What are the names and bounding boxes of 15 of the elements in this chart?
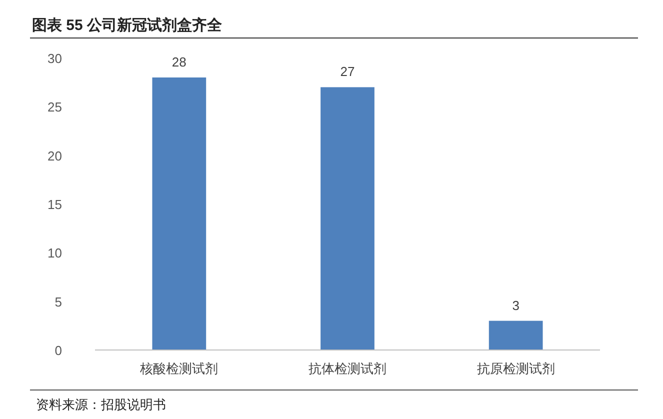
y-tick-label: 30 — [48, 51, 62, 66]
title: 图表 55 公司新冠试剂盒齐全 — [32, 17, 222, 34]
y-tick-label: 10 — [48, 246, 62, 261]
data-label: 28 — [172, 54, 186, 70]
data-label: 3 — [512, 298, 520, 313]
y-tick-label: 15 — [48, 197, 62, 212]
x-tick-label: 核酸检测试剂 — [139, 361, 218, 376]
text: 资料来源：招股说明书 — [36, 397, 166, 412]
y-tick-label: 20 — [48, 148, 62, 164]
x-tick-label: 抗原检测试剂 — [476, 361, 555, 376]
x-tick-label: 抗体检测试剂 — [308, 361, 386, 376]
data-label: 27 — [340, 64, 355, 80]
y-tick-label: 0 — [54, 343, 62, 358]
y-tick-label: 25 — [48, 100, 62, 115]
y-tick-label: 5 — [54, 294, 62, 310]
